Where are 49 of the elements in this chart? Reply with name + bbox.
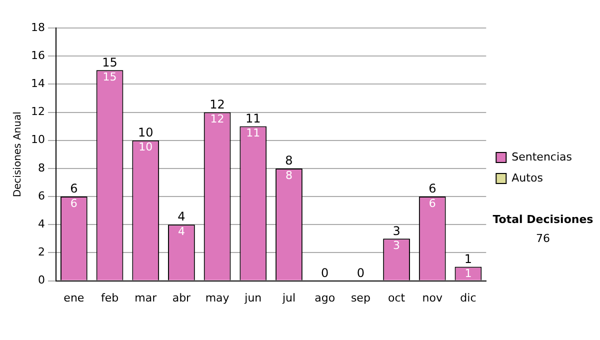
legend-label: Sentencias [512, 150, 572, 164]
y-tick-label: 0 [38, 274, 45, 287]
x-tick-label: ene [64, 291, 84, 304]
total-label: 12 [210, 97, 225, 112]
data-label: 15 [102, 70, 117, 84]
x-tick-label: mar [134, 291, 158, 304]
x-tick-label: ago [314, 291, 336, 304]
data-label: 1 [464, 267, 472, 280]
y-tick-label: 12 [30, 105, 45, 118]
data-label: 6 [70, 196, 78, 210]
data-label: 8 [285, 168, 292, 182]
text: Total Decisiones [492, 213, 594, 226]
y-tick-label: 16 [30, 48, 45, 62]
text: 76 [535, 232, 551, 245]
x-tick-label: jun [244, 291, 262, 304]
data-label: 10 [138, 140, 153, 154]
data-label: 3 [393, 239, 400, 252]
y-tick-label: 14 [30, 77, 45, 90]
total-label: 4 [178, 210, 186, 224]
y-tick-label: 6 [38, 189, 45, 202]
total-label: 6 [70, 182, 78, 196]
y-tick-label: 18 [30, 20, 45, 34]
y-tick-label: 10 [30, 133, 45, 146]
y-axis-title: Decisiones Anual [12, 112, 24, 198]
y-tick-label: 2 [38, 246, 45, 259]
y-tick-label: 8 [38, 161, 45, 174]
x-tick-label: feb [100, 291, 119, 304]
total-label: 6 [428, 182, 436, 196]
x-tick-label: abr [172, 291, 192, 304]
x-tick-label: jul [281, 291, 296, 304]
x-tick-label: oct [388, 291, 406, 304]
total-label: 15 [102, 55, 118, 70]
x-tick-label: may [205, 291, 230, 304]
total-label: 8 [285, 154, 293, 168]
x-tick-label: sep [350, 291, 370, 304]
data-label: 6 [428, 196, 436, 210]
total-label: 0 [356, 266, 365, 280]
total-label: 1 [464, 252, 472, 266]
x-tick-label: nov [422, 291, 443, 304]
total-label: 0 [321, 266, 329, 280]
y-tick-label: 4 [38, 217, 45, 230]
data-label: 11 [246, 126, 260, 140]
total-label: 11 [246, 111, 261, 126]
data-label: 12 [210, 112, 224, 126]
total-label: 10 [138, 125, 154, 140]
data-label: 4 [178, 224, 185, 238]
total-label: 3 [392, 224, 400, 238]
x-tick-label: dic [460, 291, 476, 304]
legend-label: Autos [512, 171, 544, 184]
